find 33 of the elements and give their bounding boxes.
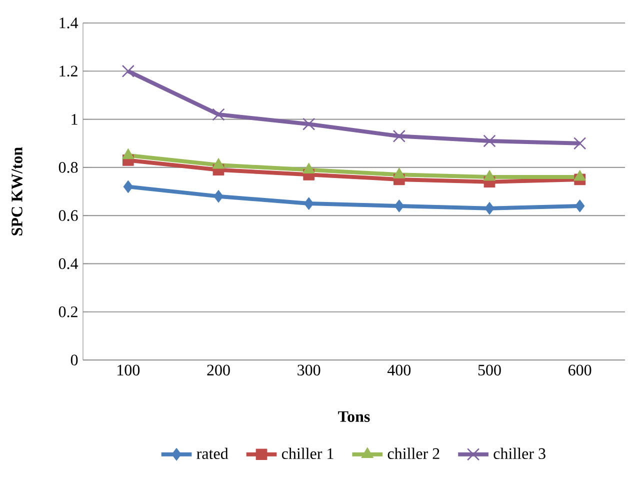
y-axis-title: SPC KW/ton — [12, 147, 22, 236]
y-tick-label: 1 — [72, 114, 78, 125]
x-tick-label: 500 — [478, 364, 501, 376]
y-tick-label: 0 — [70, 354, 78, 366]
x-tick-label: 100 — [118, 364, 140, 376]
point — [214, 190, 224, 203]
x-tick-label: 600 — [568, 364, 592, 376]
legend-label: chiller 2 — [388, 448, 440, 460]
point — [574, 137, 586, 150]
y-tick-label: 0.2 — [58, 306, 78, 318]
point — [484, 202, 494, 215]
y-tick-label: 0.8 — [58, 162, 78, 173]
y-tick-label: 0.6 — [58, 210, 78, 222]
point — [123, 180, 134, 194]
x-axis-title: Tons — [338, 411, 370, 422]
point — [574, 200, 585, 212]
x-tick-label: 400 — [387, 364, 411, 376]
point — [212, 158, 225, 169]
legend-label: chiller 3 — [494, 448, 546, 460]
y-tick-label: 0.4 — [58, 258, 78, 270]
point — [392, 130, 406, 142]
point — [483, 134, 496, 148]
legend-label: rated — [196, 448, 228, 460]
point — [304, 197, 314, 210]
point — [212, 108, 225, 121]
legend-label: chiller 1 — [282, 448, 334, 460]
point — [394, 200, 404, 212]
point — [302, 118, 316, 130]
x-tick-label: 300 — [298, 364, 320, 376]
point — [122, 64, 134, 78]
x-tick-label: 200 — [207, 364, 230, 376]
y-tick-label: 1.2 — [60, 66, 78, 77]
y-tick-label: 1.4 — [60, 18, 78, 28]
